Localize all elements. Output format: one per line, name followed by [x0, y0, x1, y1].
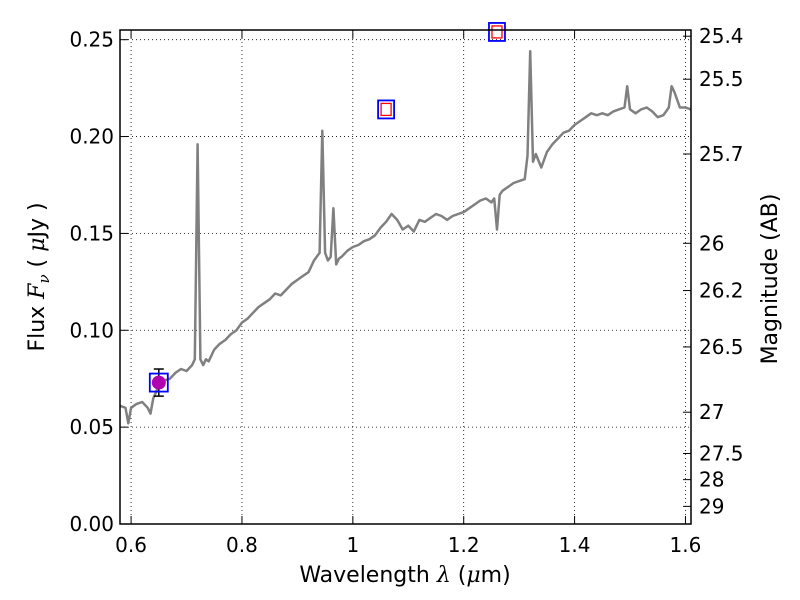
mag-tick-label: 26.5 [699, 335, 744, 359]
y-title-open: ( [25, 252, 50, 275]
mag-tick-label: 25.4 [699, 24, 744, 48]
marker-layer [148, 22, 506, 397]
y-title-text: Flux [25, 299, 50, 352]
x-tick-label: 0.8 [226, 533, 258, 557]
photometry-box [148, 372, 169, 393]
spectrum-line [120, 50, 691, 425]
y-title-unit: Jy ) [25, 202, 50, 239]
x-axis-title: Wavelength λ (μm) [299, 563, 510, 588]
x-tick-label: 1 [346, 533, 359, 557]
y-title-mu: μ [25, 238, 50, 252]
x-title-text: Wavelength [299, 563, 437, 588]
x-title-paren: ( [451, 563, 467, 588]
plot-frame [119, 29, 692, 525]
photometry-model-point [491, 25, 503, 39]
x-title-mu: μ [466, 563, 480, 588]
y-axis-left: 0.00 0.05 0.10 0.15 0.20 0.25 [69, 28, 128, 536]
photometry-box [488, 22, 506, 42]
y-axis-title: Flux Fν ( μJy ) [25, 202, 53, 351]
y-title-nu: ν [35, 274, 53, 283]
x-tick-label: 1.4 [559, 533, 591, 557]
x-title-unit: m) [481, 563, 511, 588]
mag-tick-label: 27.5 [699, 441, 744, 465]
x-tick-label: 0.6 [115, 533, 147, 557]
y-tick-label: 0.05 [69, 415, 114, 439]
mag-tick-label: 29 [699, 494, 724, 518]
y-axis-right-title: Magnitude (AB) [758, 194, 783, 365]
mag-tick-label: 28 [699, 468, 724, 492]
photometry-model-point [380, 102, 392, 117]
mag-tick-label: 26.2 [699, 279, 744, 303]
y-title-f: F [25, 283, 50, 300]
y-tick-label: 0.20 [69, 125, 114, 149]
y-tick-label: 0.25 [69, 28, 114, 52]
y-tick-label: 0.00 [69, 512, 114, 536]
y-tick-label: 0.15 [69, 221, 114, 245]
x-axis: 0.6 0.8 1 1.2 1.4 1.6 [115, 30, 701, 557]
mag-tick-label: 27 [699, 400, 724, 424]
x-title-lambda: λ [436, 563, 451, 588]
photometry-box [377, 99, 395, 120]
x-tick-label: 1.2 [448, 533, 480, 557]
plot-background [120, 30, 691, 524]
mag-tick-label: 25.7 [699, 142, 744, 166]
mag-tick-label: 26 [699, 231, 724, 255]
photometry-point [151, 375, 166, 390]
y-tick-label: 0.10 [69, 318, 114, 342]
mag-tick-label: 25.5 [699, 67, 744, 91]
series-layer [120, 50, 691, 425]
x-tick-label: 1.6 [670, 533, 702, 557]
